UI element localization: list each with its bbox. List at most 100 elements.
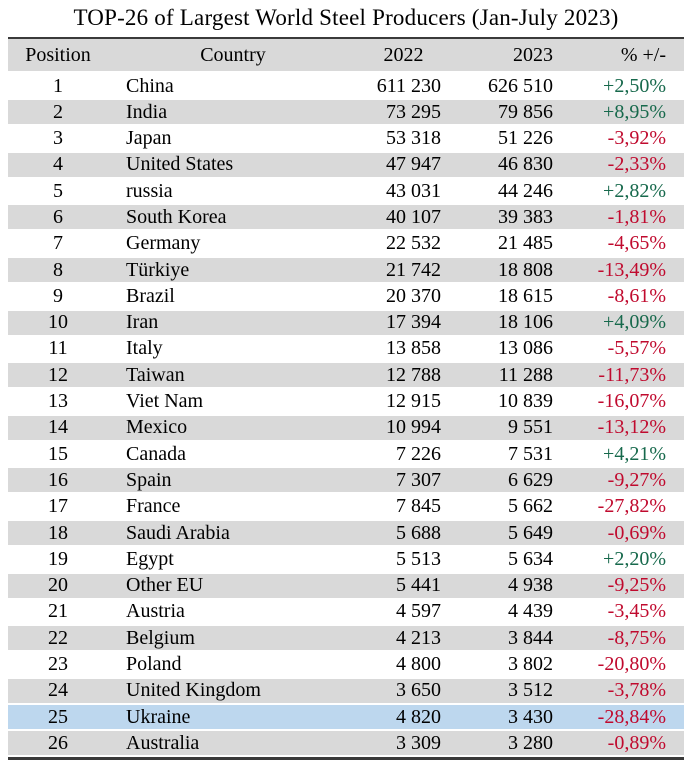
value-2023-cell: 5 634	[508, 547, 553, 570]
value-2023-cell: 3 844	[508, 626, 553, 649]
percent-change-cell: -4,65%	[607, 232, 666, 255]
value-2023-cell: 3 430	[508, 705, 553, 728]
position-cell: 18	[48, 521, 68, 544]
percent-change-cell: -9,27%	[607, 468, 666, 491]
country-cell: United States	[126, 153, 234, 176]
country-cell: India	[126, 100, 168, 123]
value-2023-cell: 18 808	[498, 258, 553, 281]
column-header-percent-change: % +/-	[620, 43, 666, 66]
country-cell: Taiwan	[126, 363, 185, 386]
table-row: 13 Viet Nam 12 915 10 839 -16,07%	[8, 389, 684, 414]
percent-change-cell: -1,81%	[607, 205, 666, 228]
percent-change-cell: -3,45%	[607, 600, 666, 623]
steel-producers-table: Position Country 2022 2023 % +/- 1 China 6…	[8, 37, 684, 761]
country-cell: Italy	[126, 337, 163, 360]
value-2023-cell: 44 246	[498, 179, 553, 202]
value-2023-cell: 18 615	[498, 284, 553, 307]
value-2023-cell: 79 856	[498, 100, 553, 123]
table-row: 17 France 7 845 5 662 -27,82%	[8, 494, 684, 519]
country-cell: Japan	[126, 127, 172, 150]
position-cell: 1	[53, 74, 63, 97]
value-2022-cell: 17 394	[386, 311, 441, 334]
table-row: 14 Mexico 10 994 9 551 -13,12%	[8, 415, 684, 440]
position-cell: 22	[48, 626, 68, 649]
value-2022-cell: 4 597	[396, 600, 441, 623]
table-row: 9 Brazil 20 370 18 615 -8,61%	[8, 284, 684, 309]
value-2022-cell: 13 858	[386, 337, 441, 360]
position-cell: 11	[48, 337, 68, 360]
table-header-row: Position Country 2022 2023 % +/-	[8, 39, 684, 71]
value-2022-cell: 53 318	[386, 127, 441, 150]
percent-change-cell: -20,80%	[597, 653, 666, 676]
position-cell: 23	[48, 653, 68, 676]
percent-change-cell: -9,25%	[607, 574, 666, 597]
value-2023-cell: 626 510	[488, 74, 553, 97]
table-row: 10 Iran 17 394 18 106 +4,09%	[8, 310, 684, 335]
country-cell: Brazil	[126, 284, 175, 307]
value-2023-cell: 21 485	[498, 232, 553, 255]
position-cell: 8	[53, 258, 63, 281]
value-2023-cell: 46 830	[498, 153, 553, 176]
position-cell: 6	[53, 205, 63, 228]
percent-change-cell: +4,21%	[603, 442, 666, 465]
value-2022-cell: 4 800	[396, 653, 441, 676]
value-2022-cell: 4 213	[396, 626, 441, 649]
country-cell: United Kingdom	[126, 679, 261, 702]
table-row: 2 India 73 295 79 856 +8,95%	[8, 100, 684, 125]
percent-change-cell: -0,69%	[607, 521, 666, 544]
value-2023-cell: 3 802	[508, 653, 553, 676]
value-2023-cell: 13 086	[498, 337, 553, 360]
value-2023-cell: 5 662	[508, 495, 553, 518]
table-row: 1 China 611 230 626 510 +2,50%	[8, 74, 684, 98]
percent-change-cell: -3,92%	[607, 127, 666, 150]
value-2022-cell: 7 307	[396, 468, 441, 491]
table-title: TOP-26 of Largest World Steel Producers …	[73, 5, 619, 30]
position-cell: 19	[48, 547, 68, 570]
country-cell: Austria	[126, 600, 185, 623]
country-cell: Iran	[126, 311, 159, 334]
percent-change-cell: +8,95%	[603, 100, 666, 123]
country-cell: russia	[126, 179, 173, 202]
position-cell: 4	[53, 153, 63, 176]
column-header-position: Position	[25, 43, 91, 66]
table-row: 24 United Kingdom 3 650 3 512 -3,78%	[8, 678, 684, 703]
value-2022-cell: 5 688	[396, 521, 441, 544]
percent-change-cell: -13,49%	[597, 258, 666, 281]
table-row: 25 Ukraine 4 820 3 430 -28,84%	[8, 705, 684, 730]
table-row: 11 Italy 13 858 13 086 -5,57%	[8, 336, 684, 361]
value-2023-cell: 3 280	[508, 731, 553, 754]
table-row: 26 Australia 3 309 3 280 -0,89%	[8, 731, 684, 756]
position-cell: 9	[53, 284, 63, 307]
value-2022-cell: 40 107	[386, 205, 441, 228]
value-2023-cell: 3 512	[508, 679, 553, 702]
table-row: 19 Egypt 5 513 5 634 +2,20%	[8, 547, 684, 572]
table-row: 3 Japan 53 318 51 226 -3,92%	[8, 126, 684, 151]
position-cell: 12	[48, 363, 68, 386]
value-2022-cell: 7 226	[396, 442, 441, 465]
percent-change-cell: +2,82%	[603, 179, 666, 202]
table-row: 8 Türkiye 21 742 18 808 -13,49%	[8, 258, 684, 283]
value-2023-cell: 9 551	[508, 416, 553, 439]
value-2022-cell: 43 031	[386, 179, 441, 202]
country-cell: China	[126, 74, 174, 97]
position-cell: 2	[53, 100, 63, 123]
column-header-country: Country	[200, 43, 266, 66]
table-row: 22 Belgium 4 213 3 844 -8,75%	[8, 626, 684, 651]
value-2022-cell: 21 742	[386, 258, 441, 281]
percent-change-cell: -28,84%	[597, 705, 666, 728]
position-cell: 7	[53, 232, 63, 255]
value-2022-cell: 3 309	[396, 731, 441, 754]
value-2022-cell: 4 820	[396, 705, 441, 728]
value-2022-cell: 22 532	[386, 232, 441, 255]
country-cell: Australia	[126, 731, 200, 754]
table-row: 18 Saudi Arabia 5 688 5 649 -0,69%	[8, 521, 684, 546]
position-cell: 25	[48, 705, 68, 728]
country-cell: France	[126, 495, 181, 518]
value-2023-cell: 4 439	[508, 600, 553, 623]
table-body: 1 China 611 230 626 510 +2,50% 2 India 73 295 79…	[8, 74, 684, 756]
country-cell: Other EU	[126, 574, 204, 597]
position-cell: 13	[48, 390, 68, 413]
table-row: 7 Germany 22 532 21 485 -4,65%	[8, 231, 684, 256]
position-cell: 15	[48, 442, 68, 465]
column-header-2022: 2022	[383, 43, 424, 66]
